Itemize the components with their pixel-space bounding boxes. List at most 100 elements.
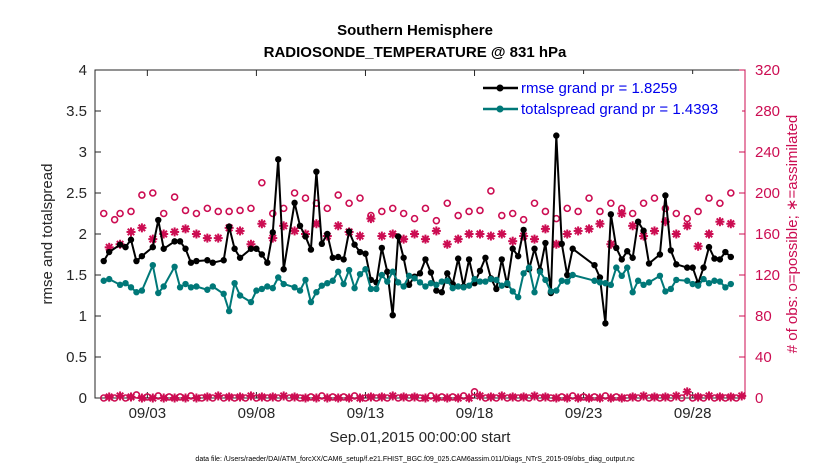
y-axis-label: rmse and totalspread [39,164,56,305]
star-stroke [672,392,681,400]
totalspread-point [394,279,402,286]
obs-assimilated-point [551,393,561,403]
obs-possible-point [710,394,719,402]
totalspread-point [444,277,451,284]
totalspread-point [569,271,576,279]
totalspread-point [193,283,200,290]
obs-assimilated-point [213,233,223,243]
y-tick-label-left: 2.5 [66,185,87,202]
rmse-point [307,246,315,253]
rmse-point [700,264,707,271]
rmse-point [727,253,735,261]
star-stroke [116,392,125,400]
rmse-point [204,257,211,264]
totalspread-point [296,287,304,294]
totalspread-point [220,290,227,298]
obs-possible-point [470,388,479,396]
totalspread-point [138,287,146,294]
totalspread-point [176,284,184,291]
rmse-point [149,243,157,251]
star-stroke [726,219,735,228]
obs-possible-point [394,394,402,402]
rmse-point [683,264,691,271]
totalspread-point [318,282,326,289]
star-stroke [726,393,735,401]
star-stroke [530,392,539,400]
obs-possible-point [612,393,621,401]
obs-assimilated-point [235,226,245,236]
y-axis-right-label: # of obs: o=possible; ∗=assimilated [784,115,801,354]
star-stroke [203,393,212,401]
rmse-point [291,199,298,207]
obs-possible-point [727,189,735,197]
totalspread-point [416,279,424,286]
totalspread-point [694,282,702,289]
rmse-point [438,289,446,296]
obs-possible-point [143,393,152,401]
y-tick-label-left: 2 [79,226,87,243]
rmse-point [465,256,473,263]
totalspread-point [438,278,446,285]
obs-assimilated-point [290,226,300,236]
totalspread-point [345,266,353,274]
totalspread-point [618,272,625,280]
rmse-point [722,248,729,256]
totalspread-point [722,284,729,291]
obs-possible-point [170,193,179,201]
star-stroke [672,230,681,238]
rmse-point [482,254,489,261]
obs-possible-point [454,211,462,220]
rmse-point [498,256,505,263]
star-stroke [694,393,703,401]
obs-possible-point [656,394,664,402]
rmse-point [509,245,516,252]
obs-assimilated-point [311,393,321,403]
star-stroke [268,393,277,401]
obs-assimilated-point [410,229,420,239]
rmse-point [422,256,429,263]
obs-possible-point [399,209,408,218]
obs-assimilated-point [333,221,343,231]
obs-possible-point [181,206,190,215]
totalspread-point [133,289,140,296]
rmse-point [253,245,260,252]
totalspread-point [449,284,456,292]
rmse-point [335,253,342,261]
y-tick-label-left: 4 [79,62,87,79]
star-stroke [290,226,299,235]
star-stroke [203,234,212,243]
totalspread-point [264,283,271,290]
star-stroke [705,392,713,400]
star-stroke [552,240,561,249]
obs-assimilated-point [475,229,485,239]
y-tick-label-right: 80 [755,308,772,325]
totalspread-point [711,277,718,284]
totalspread-point [127,284,135,291]
obs-possible-point [263,394,272,402]
obs-assimilated-point [355,393,365,403]
rmse-point [662,192,669,199]
obs-possible-point [694,207,702,216]
x-tick-label: 09/13 [347,405,385,422]
rmse-point [345,228,353,235]
totalspread-point [662,288,669,295]
obs-possible-point [334,191,343,199]
rmse-point [105,248,113,256]
obs-possible-point [230,394,239,402]
x-tick-label: 09/23 [565,405,603,422]
obs-assimilated-point [420,234,430,244]
totalspread-point [427,280,435,287]
obs-possible-point [443,199,452,208]
obs-assimilated-point [595,219,605,229]
obs-assimilated-point [126,227,136,237]
rmse-point [340,256,347,263]
rmse-point [416,270,424,277]
obs-assimilated-point [388,229,398,239]
totalspread-point [558,277,565,284]
rmse-point [171,238,178,245]
obs-assimilated-point [540,224,550,234]
rmse-point [258,251,266,258]
totalspread-point [122,280,129,287]
obs-possible-point [127,207,135,216]
x-tick-label: 09/03 [129,405,167,422]
